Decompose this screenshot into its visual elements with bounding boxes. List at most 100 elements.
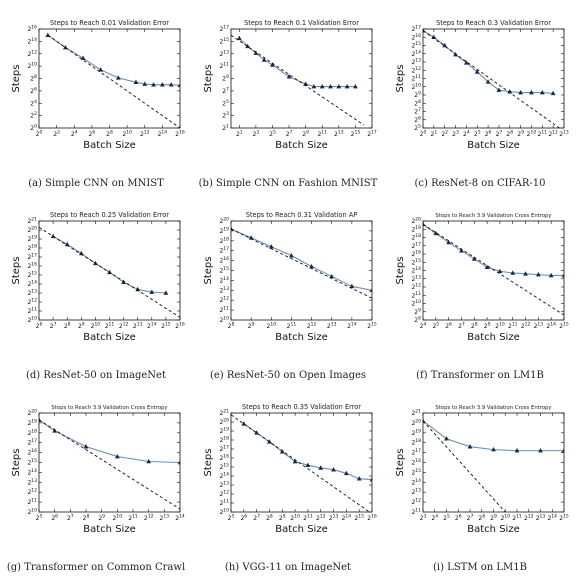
y-tick-label: 213: [411, 274, 421, 283]
chart-svg-2: Steps to Reach 0.1 Validation Error 21 23 2…: [203, 19, 377, 151]
x-axis-label: Batch Size: [467, 332, 519, 343]
chart-panel-2: Steps to Reach 0.1 Validation Error 21 23 2…: [192, 2, 384, 194]
x-tick-label: 28: [506, 130, 513, 139]
y-tick-label: 219: [219, 427, 229, 436]
data-point-marker: [343, 470, 349, 476]
x-tick-label: 210: [527, 130, 537, 139]
y-tick-label: 217: [219, 25, 229, 34]
x-tick-label: 211: [128, 514, 138, 523]
data-point-marker: [369, 287, 372, 293]
x-tick-label: 23: [420, 514, 427, 523]
y-tick-label: 216: [411, 458, 421, 467]
x-tick-label: 211: [508, 322, 518, 331]
y-axis-label: Steps: [203, 257, 214, 285]
y-tick-label: 216: [411, 33, 421, 42]
y-tick-label: 219: [27, 418, 37, 427]
chart-svg-9: Steps to Reach 3.9 Validation Cross Entr…: [395, 405, 569, 535]
data-point-marker: [485, 79, 491, 84]
y-axis-label: Steps: [395, 65, 406, 93]
x-tick-label: 210: [290, 514, 300, 523]
y-tick-label: 217: [411, 241, 421, 250]
plot-frame: [422, 412, 565, 513]
data-point-marker: [510, 270, 516, 275]
x-tick-label: 22: [53, 130, 60, 139]
data-point-marker: [331, 467, 336, 472]
data-point-marker: [539, 89, 545, 95]
plot-frame: [38, 412, 181, 513]
y-tick-label: 221: [219, 409, 229, 418]
chart-title: Steps to Reach 0.01 Validation Error: [50, 19, 169, 27]
chart-title: Steps to Reach 3.9 Validation Cross Entr…: [435, 213, 551, 219]
linear-scaling-line: [231, 414, 371, 512]
y-tick-label: 216: [411, 250, 421, 259]
x-tick-label: 215: [559, 514, 569, 523]
x-tick-label: 216: [175, 322, 185, 331]
measured-steps-line: [52, 235, 166, 294]
plot-frame: [422, 220, 565, 321]
y-tick-label: 210: [27, 62, 37, 71]
data-point-marker: [146, 458, 152, 464]
x-tick-label: 28: [478, 514, 485, 523]
y-tick-label: 211: [411, 508, 421, 517]
x-tick-label: 211: [538, 130, 548, 139]
y-axis-label: Steps: [11, 257, 22, 285]
x-tick-label: 26: [445, 322, 452, 331]
x-tick-label: 25: [36, 514, 43, 523]
x-tick-label: 26: [51, 514, 58, 523]
x-tick-label: 28: [266, 514, 273, 523]
plot-area: [45, 32, 180, 128]
y-tick-label: 24: [30, 99, 37, 108]
data-point-marker: [471, 256, 477, 261]
data-point-marker: [356, 476, 362, 481]
y-tick-label: 213: [219, 481, 229, 490]
data-point-marker: [442, 42, 448, 48]
linear-scaling-line: [39, 226, 180, 318]
chart-panel-8: Steps to Reach 0.35 Validation Error 25 26…: [192, 386, 384, 578]
plot-area: [423, 221, 564, 316]
y-tick-label: 212: [27, 488, 37, 497]
x-axis-label: Batch Size: [275, 524, 327, 535]
chart-svg-7: Steps to Reach 3.9 Validation Cross Entr…: [11, 405, 185, 535]
y-axis-label: Steps: [11, 449, 22, 477]
chart-title: Steps to Reach 0.35 Validation Error: [242, 403, 361, 411]
data-point-marker: [329, 273, 335, 279]
y-tick-label: 220: [27, 226, 37, 235]
chart-title: Steps to Reach 3.9 Validation Cross Entr…: [435, 405, 551, 411]
y-tick-label: 214: [27, 468, 37, 477]
y-tick-label: 210: [27, 316, 37, 325]
y-tick-label: 219: [411, 428, 421, 437]
y-tick-label: 211: [219, 499, 229, 508]
y-tick-label: 216: [219, 454, 229, 463]
data-point-marker: [484, 264, 490, 269]
data-point-marker: [463, 60, 469, 65]
y-tick-label: 214: [411, 49, 421, 58]
measured-steps-line: [423, 223, 564, 276]
measured-steps-line: [47, 34, 180, 86]
data-point-marker: [253, 50, 259, 55]
subfigure-caption: (e) ResNet-50 on Open Images: [209, 370, 367, 381]
x-tick-label: 210: [122, 130, 132, 139]
x-tick-label: 29: [302, 130, 309, 139]
data-point-marker: [535, 272, 541, 277]
y-tick-label: 28: [414, 99, 421, 108]
x-tick-label: 215: [161, 322, 171, 331]
data-point-marker: [459, 248, 464, 253]
y-tick-label: 212: [27, 49, 37, 58]
x-tick-label: 29: [517, 130, 524, 139]
x-tick-label: 27: [458, 322, 465, 331]
data-point-marker: [318, 465, 324, 470]
x-tick-label: 213: [559, 130, 569, 139]
subfigure-caption: (c) ResNet-8 on CIFAR-10: [414, 178, 546, 189]
data-point-marker: [309, 263, 314, 269]
y-tick-label: 218: [27, 244, 37, 253]
x-tick-label: 214: [158, 130, 168, 139]
x-tick-label: 211: [287, 322, 297, 331]
y-tick-label: 215: [219, 266, 229, 275]
plot-frame: [230, 220, 373, 321]
y-tick-label: 218: [27, 428, 37, 437]
x-tick-label: 216: [367, 514, 377, 523]
measured-steps-line: [423, 30, 554, 94]
x-tick-label: 215: [367, 322, 377, 331]
data-point-marker: [78, 250, 84, 256]
measured-steps-line: [243, 423, 372, 481]
